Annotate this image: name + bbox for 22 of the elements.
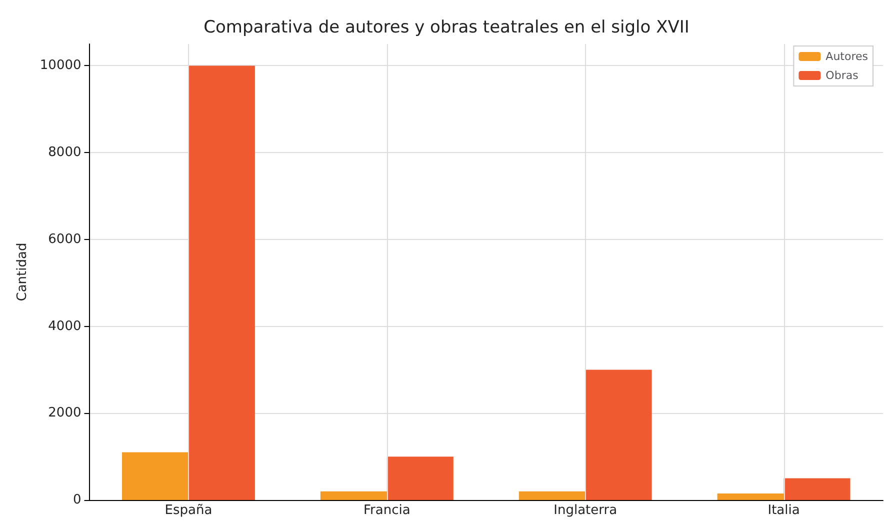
- y-tick-label: 4000: [48, 318, 82, 334]
- bar: [386, 456, 454, 500]
- bar: [717, 493, 784, 500]
- bar: [188, 66, 255, 500]
- bar: [585, 370, 652, 500]
- bar: [320, 491, 387, 500]
- bar: [784, 478, 850, 500]
- x-tick-label: Francia: [364, 503, 410, 518]
- y-tick-label: 10000: [40, 58, 82, 74]
- y-axis-title: Cantidad: [15, 242, 30, 302]
- bar: [518, 491, 586, 500]
- y-tick-label: 8000: [48, 145, 82, 160]
- bar: [122, 452, 188, 500]
- y-tick-label: 6000: [48, 232, 82, 247]
- chart-title: Comparativa de autores y obras teatrales en el siglo XVII: [204, 18, 690, 38]
- x-tick-label: Inglaterra: [554, 503, 618, 518]
- x-tick-label: Italia: [768, 503, 800, 518]
- y-tick-label: 2000: [48, 406, 82, 421]
- x-tick-label: España: [164, 503, 212, 518]
- y-tick-label: 0: [72, 492, 82, 508]
- legend-label: Obras: [826, 69, 859, 82]
- legend-label: Autores: [826, 50, 868, 63]
